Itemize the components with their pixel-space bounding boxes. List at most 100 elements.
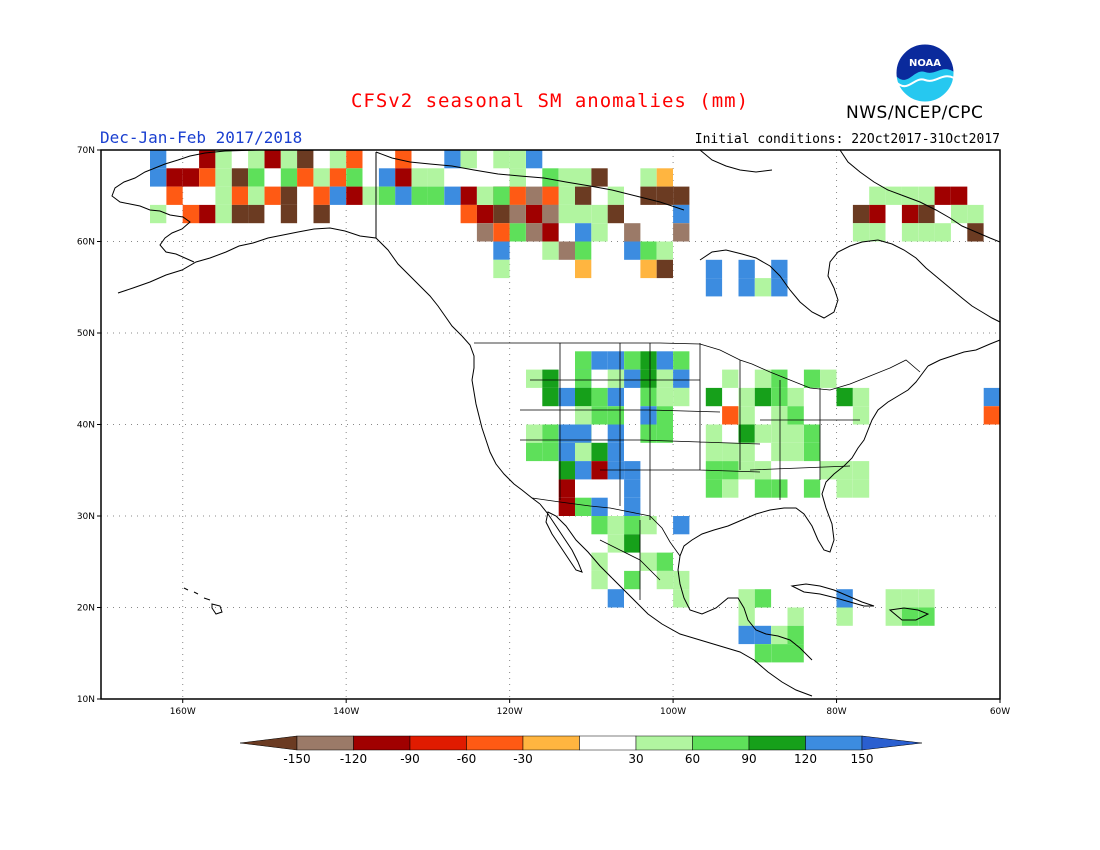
anomaly-cell [901, 204, 919, 224]
anomaly-cell [722, 442, 739, 462]
anomaly-cell [852, 461, 870, 480]
lat-label: 60N [77, 238, 95, 248]
anomaly-cell [493, 186, 510, 205]
anomaly-cell [673, 387, 690, 407]
anomaly-cell [591, 351, 608, 370]
anomaly-cell [558, 204, 575, 224]
lon-tick-labels: 160W 140W 120W 100W 80W 60W [170, 699, 1010, 717]
anomaly-cell [199, 168, 216, 187]
us-canada-border [474, 342, 921, 391]
anomaly-cell [738, 387, 755, 407]
anomaly-cell [951, 186, 968, 205]
anomaly-cell [640, 369, 657, 388]
anomaly-cell [640, 351, 657, 370]
labrador-coast [877, 239, 1001, 323]
anomaly-cell [526, 424, 543, 443]
anomaly-cell [656, 387, 673, 407]
anomaly-cell [705, 278, 723, 297]
gulf-coast [677, 365, 929, 661]
anomaly-cell [231, 204, 249, 224]
anomaly-cell [607, 589, 624, 608]
anomaly-cell [591, 442, 608, 462]
anomaly-cell [771, 479, 788, 498]
anomaly-cell [934, 223, 951, 242]
anomaly-cell [640, 424, 657, 443]
anomaly-cell [558, 442, 575, 462]
lon-label: 120W [497, 707, 523, 717]
legend-swatch [466, 735, 524, 751]
anomaly-cell [624, 570, 641, 590]
anomaly-cell [150, 150, 167, 169]
anomaly-cell [771, 442, 788, 462]
anomaly-cell [885, 589, 902, 608]
anomaly-cell [983, 406, 1000, 425]
anomaly-cell [182, 168, 199, 187]
anomaly-cell [346, 186, 363, 205]
anomaly-cell [640, 168, 657, 187]
legend-bar [239, 735, 923, 751]
anomaly-cell [754, 479, 772, 498]
anomaly-cell [509, 168, 526, 187]
state-lines-2 [749, 380, 860, 500]
anomaly-cell [656, 186, 673, 205]
lat-label: 40N [77, 421, 95, 431]
anomaly-cell [231, 186, 249, 205]
anomaly-cell [346, 168, 363, 187]
lon-label: 60W [990, 707, 1010, 717]
anomaly-cell [362, 186, 379, 205]
anomaly-cell [722, 406, 739, 425]
anomaly-cell [656, 570, 673, 590]
anomaly-cell [591, 223, 608, 242]
anomaly-cell [542, 204, 559, 224]
logo-text: NOAA [909, 58, 941, 69]
alaska-panhandle [375, 237, 463, 337]
anomaly-cell [575, 241, 592, 260]
baffin-island [839, 149, 1001, 243]
anomaly-cell [852, 223, 870, 242]
anomaly-cell [280, 150, 298, 169]
anomaly-cell [575, 406, 592, 425]
legend-swatch [635, 735, 693, 751]
anomaly-cell [215, 168, 232, 187]
lat-label: 30N [77, 512, 95, 522]
anomaly-cell [444, 186, 461, 205]
anomaly-cell [460, 186, 477, 205]
hispaniola-coast [888, 607, 930, 621]
anomaly-cell [575, 259, 592, 279]
anomaly-cell [526, 369, 543, 388]
anomaly-cell [493, 241, 510, 260]
anomaly-cell [427, 168, 445, 187]
anomaly-cell [738, 424, 755, 443]
arctic-coast [375, 151, 685, 211]
anomaly-cell [787, 644, 804, 663]
anomaly-cell [591, 570, 608, 590]
anomaly-cell [575, 424, 592, 443]
anomaly-cell [248, 204, 265, 224]
anomaly-cell [558, 387, 575, 407]
anomaly-cell [297, 168, 314, 187]
anomaly-cell [542, 424, 559, 443]
anomaly-cell [951, 204, 968, 224]
legend-swatch [296, 735, 354, 751]
anomaly-cell [640, 241, 657, 260]
anomaly-cell [199, 204, 216, 224]
anomaly-cell [967, 204, 984, 224]
anomaly-cell [624, 241, 641, 260]
anomaly-cell [705, 387, 723, 407]
anomaly-cell [705, 259, 723, 279]
legend-swatch [805, 735, 863, 751]
anomaly-cell [493, 259, 510, 279]
anomaly-cell [558, 424, 575, 443]
anomaly-cell [624, 479, 641, 498]
anomaly-cell [705, 479, 723, 498]
anomaly-cell [771, 278, 788, 297]
legend-swatch [353, 735, 411, 751]
anomaly-cell [509, 204, 526, 224]
anomaly-cell [787, 424, 804, 443]
anomaly-cell [542, 442, 559, 462]
anomaly-cell [150, 168, 167, 187]
map-title: CFSv2 seasonal SM anomalies (mm) [350, 90, 750, 112]
anomaly-cell [771, 387, 788, 407]
anomaly-cell [836, 607, 853, 626]
anomaly-cell [656, 424, 673, 443]
